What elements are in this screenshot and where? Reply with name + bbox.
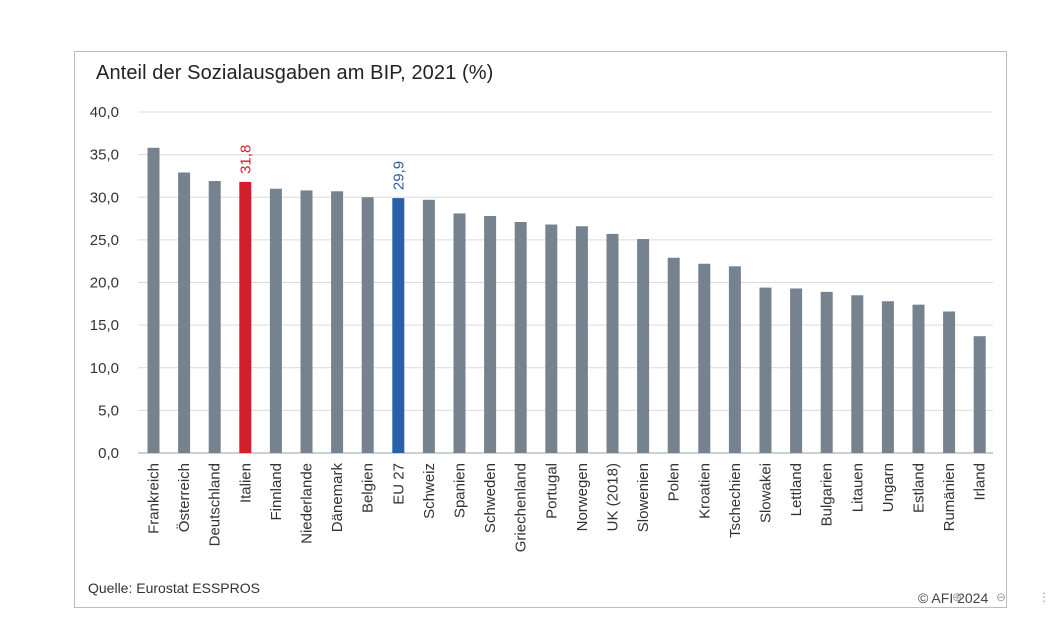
bar <box>667 257 680 453</box>
bar <box>790 288 803 453</box>
x-tick-label: Slowakei <box>758 463 775 523</box>
x-tick-label: Kroatien <box>696 463 713 519</box>
bar <box>239 181 252 453</box>
bar <box>943 311 956 453</box>
x-tick-label: EU 27 <box>390 463 407 505</box>
x-tick-label: Finnland <box>268 463 285 521</box>
x-tick-label: Irland <box>972 463 989 501</box>
more-icon[interactable]: ⋮ <box>1038 590 1049 604</box>
bar <box>545 224 558 453</box>
bar <box>912 304 925 453</box>
y-tick-label: 40,0 <box>90 104 119 121</box>
bar <box>300 190 313 453</box>
x-tick-label: Ungarn <box>880 463 897 512</box>
x-tick-label: UK (2018) <box>605 463 622 531</box>
x-tick-label: Belgien <box>360 463 377 513</box>
bar <box>208 181 221 454</box>
source-note: Quelle: Eurostat ESSPROS <box>88 580 260 596</box>
y-tick-label: 20,0 <box>90 275 119 292</box>
chart-title: Anteil der Sozialausgaben am BIP, 2021 (… <box>96 62 494 84</box>
y-tick-label: 5,0 <box>98 402 119 419</box>
x-tick-label: Dänemark <box>329 463 346 533</box>
x-tick-label: Norwegen <box>574 463 591 531</box>
x-tick-label: Deutschland <box>207 463 224 546</box>
bar <box>851 295 864 453</box>
zoom-controls: ⊕ ⊖ ⋮ <box>938 578 1049 618</box>
bar <box>178 172 191 453</box>
x-tick-label: Schweden <box>482 463 499 533</box>
bar <box>973 336 986 453</box>
bar <box>698 263 711 453</box>
x-tick-label: Rumänien <box>941 463 958 531</box>
bar <box>637 239 650 453</box>
data-label: 29,9 <box>390 161 407 190</box>
bar <box>728 266 741 453</box>
bar <box>606 233 619 453</box>
x-tick-label: Polen <box>666 463 683 501</box>
bar <box>453 213 466 453</box>
x-tick-label: Estland <box>911 463 928 513</box>
bar <box>392 198 405 453</box>
y-tick-label: 10,0 <box>90 360 119 377</box>
zoom-in-icon[interactable]: ⊕ <box>952 590 963 604</box>
copyright-note: © AFI 2024 <box>918 590 989 606</box>
x-tick-label: Frankreich <box>146 463 163 534</box>
bar <box>881 301 894 453</box>
y-tick-label: 0,0 <box>98 445 119 462</box>
x-tick-label: Slowenien <box>635 463 652 532</box>
x-tick-label: Portugal <box>543 463 560 519</box>
bar <box>422 199 435 453</box>
x-tick-label: Tschechien <box>727 463 744 538</box>
bar <box>484 216 497 453</box>
y-tick-label: 25,0 <box>90 232 119 249</box>
bar <box>820 291 833 453</box>
bar <box>361 197 374 453</box>
x-tick-label: Spanien <box>452 463 469 518</box>
bar <box>514 221 527 453</box>
bar <box>759 287 772 453</box>
data-label: 31,8 <box>237 145 254 174</box>
bar <box>269 188 282 453</box>
x-tick-label: Bulgarien <box>819 463 836 526</box>
x-tick-label: Niederlande <box>299 463 316 544</box>
y-tick-label: 15,0 <box>90 317 119 334</box>
y-tick-label: 30,0 <box>90 189 119 206</box>
x-tick-label: Griechenland <box>513 463 530 552</box>
bar <box>147 147 160 453</box>
x-tick-label: Litauen <box>849 463 866 512</box>
x-tick-label: Schweiz <box>421 463 438 519</box>
bar <box>575 226 588 453</box>
y-tick-label: 35,0 <box>90 147 119 164</box>
x-tick-label: Lettland <box>788 463 805 516</box>
bar <box>331 191 344 453</box>
zoom-out-icon[interactable]: ⊖ <box>996 590 1007 604</box>
x-tick-label: Österreich <box>175 463 193 532</box>
x-tick-label: Italien <box>237 463 254 503</box>
